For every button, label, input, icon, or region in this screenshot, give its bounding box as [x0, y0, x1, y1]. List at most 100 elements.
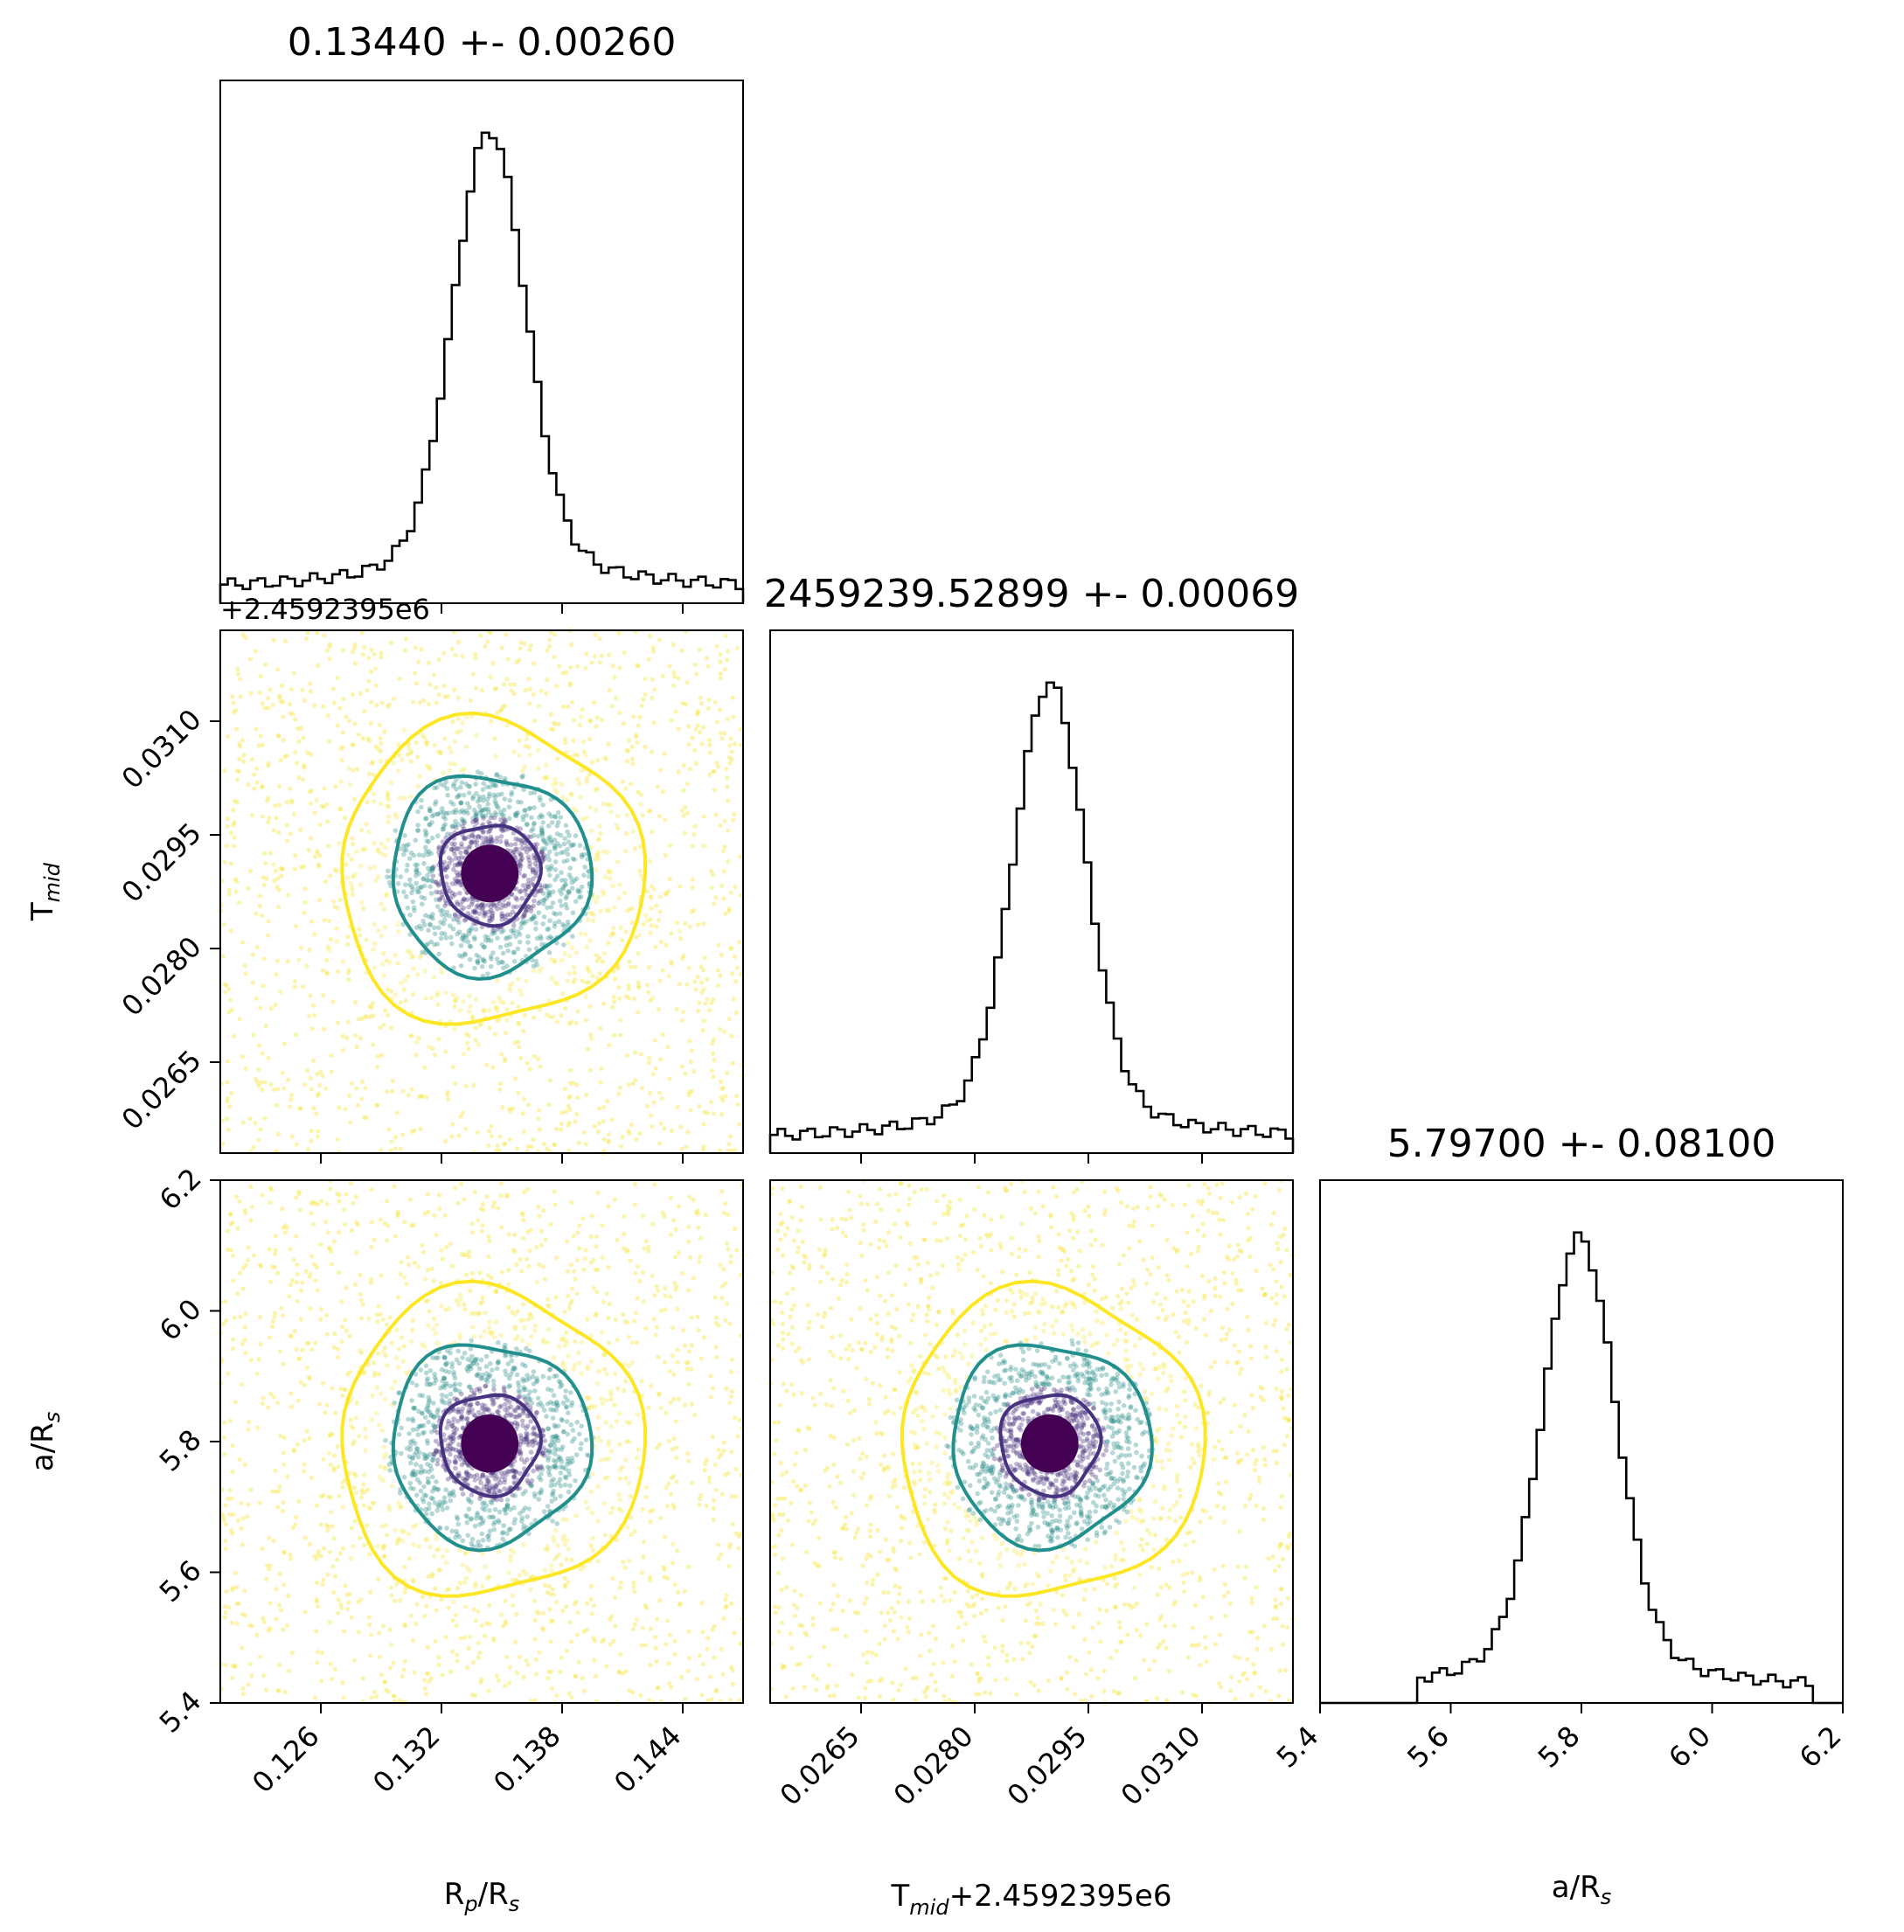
scatter-point: [637, 868, 643, 873]
scatter-point: [676, 769, 681, 775]
scatter-point: [719, 1189, 725, 1194]
scatter-point: [507, 797, 513, 803]
scatter-point: [626, 996, 631, 1001]
scatter-point: [255, 1425, 261, 1430]
scatter-point: [552, 846, 558, 851]
scatter-point: [346, 968, 351, 973]
scatter-point: [376, 1351, 381, 1357]
scatter-point: [236, 900, 241, 906]
scatter-point: [241, 753, 247, 758]
scatter-point: [309, 1254, 315, 1259]
scatter-point: [420, 1595, 426, 1600]
scatter-point: [606, 868, 612, 874]
scatter-point: [318, 1199, 324, 1204]
scatter-point: [317, 853, 323, 858]
scatter-point: [547, 1607, 552, 1612]
scatter-point: [562, 736, 568, 742]
scatter-point: [351, 1200, 356, 1206]
scatter-point: [233, 879, 240, 885]
scatter-point: [383, 893, 389, 898]
scatter-point: [282, 754, 288, 760]
scatter-point: [504, 632, 509, 637]
scatter-point: [674, 1455, 679, 1461]
scatter-point: [444, 786, 450, 791]
scatter-point: [563, 1475, 569, 1481]
scatter-point: [314, 797, 320, 803]
scatter-point: [657, 1090, 663, 1095]
scatter-point: [326, 1450, 332, 1456]
scatter-point: [537, 1127, 543, 1132]
scatter-point: [369, 647, 374, 652]
scatter-point: [455, 793, 462, 799]
scatter-point: [635, 1412, 641, 1417]
scatter-point: [654, 1659, 659, 1664]
scatter-point: [733, 979, 739, 984]
scatter-point: [474, 952, 479, 958]
scatter-point: [400, 843, 407, 849]
scatter-point: [689, 1401, 695, 1407]
scatter-point: [663, 1642, 669, 1647]
scatter-point: [465, 801, 470, 806]
scatter-point: [559, 870, 564, 875]
scatter-point: [425, 1192, 430, 1197]
scatter-point: [450, 1649, 455, 1654]
scatter-point: [253, 649, 258, 654]
scatter-point: [615, 1338, 620, 1343]
scatter-point: [721, 1267, 726, 1272]
scatter-point: [633, 964, 638, 969]
scatter-point: [726, 1545, 733, 1550]
scatter-point: [733, 1010, 740, 1016]
scatter-point: [261, 1673, 267, 1678]
scatter-point: [501, 817, 507, 822]
scatter-point: [344, 1328, 350, 1333]
scatter-point: [353, 1490, 359, 1496]
scatter-point: [577, 781, 582, 787]
scatter-point: [578, 713, 584, 719]
scatter-point: [352, 1518, 358, 1524]
scatter-point: [346, 719, 351, 724]
scatter-point: [699, 1692, 705, 1698]
scatter-point: [378, 735, 383, 741]
scatter-point: [347, 1333, 352, 1339]
scatter-point: [395, 921, 401, 928]
scatter-point: [683, 830, 688, 836]
scatter-point: [254, 1079, 260, 1085]
scatter-point: [340, 1680, 345, 1685]
scatter-point: [409, 1456, 415, 1461]
scatter-point: [506, 1232, 511, 1237]
scatter-point: [598, 1457, 604, 1463]
scatter-point: [480, 787, 486, 792]
scatter-point: [711, 768, 716, 775]
scatter-point: [460, 1110, 465, 1115]
scatter-point: [315, 1071, 320, 1077]
scatter-point: [462, 1197, 467, 1202]
scatter-point: [710, 1051, 716, 1056]
scatter-point: [564, 670, 569, 676]
scatter-point: [566, 1021, 572, 1026]
scatter-point: [567, 1107, 573, 1112]
scatter-point: [553, 781, 559, 786]
scatter-point: [399, 980, 404, 986]
scatter-point: [672, 1651, 678, 1657]
scatter-point: [533, 921, 539, 926]
scatter-point: [230, 1675, 235, 1680]
scatter-point: [247, 1661, 253, 1667]
scatter-point: [247, 868, 254, 874]
scatter-point: [442, 1138, 448, 1143]
scatter-point: [518, 863, 524, 869]
scatter-point: [458, 1636, 463, 1641]
scatter-point: [568, 843, 573, 849]
scatter-point: [714, 761, 719, 766]
scatter-point: [324, 1402, 330, 1407]
scatter-point: [424, 1537, 429, 1542]
scatter-point: [515, 929, 521, 935]
scatter-point: [486, 937, 491, 943]
scatter-point: [443, 779, 448, 785]
scatter-point: [719, 1283, 725, 1289]
scatter-point: [548, 726, 553, 732]
scatter-point: [524, 1256, 530, 1261]
scatter-point: [492, 795, 498, 800]
scatter-point: [442, 867, 448, 872]
scatter-point: [375, 1544, 380, 1549]
scatter-point: [639, 703, 644, 708]
